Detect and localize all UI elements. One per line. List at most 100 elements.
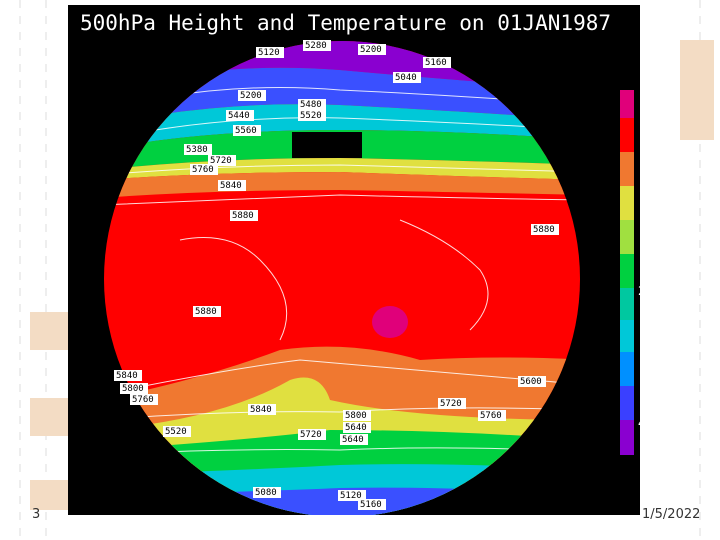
slide-decoration [30,40,714,510]
contour-label-text: 5880 [533,225,555,235]
contour-label: 5200 [358,44,386,55]
contour-label-box [303,40,331,51]
contour-label-text: 5160 [360,500,382,510]
colorbar-label: -4 [638,119,652,133]
contour-label: 5640 [340,434,368,445]
contour-label-box [478,410,506,421]
contour-label: 5520 [298,110,326,121]
colorbar-label: -8 [638,151,652,165]
contour-label-text: 5600 [520,377,542,387]
contour-label-box [256,47,284,58]
contour-label-text: 5120 [340,491,362,501]
contour-label-box [120,383,148,394]
contour-label-box [358,44,386,55]
contour-label-text: 5760 [192,165,214,175]
contour-label-text: 5560 [235,126,257,136]
contour-label: 5840 [248,404,276,415]
slide-date: 1/5/2022 [642,507,700,522]
contour-label-box [184,144,212,155]
contour-label-box [343,410,371,421]
temperature-field [104,41,580,515]
contour-label: 5120 [256,47,284,58]
contour-label-box [238,90,266,101]
contour-label-text: 5440 [228,111,250,121]
contour-label-text: 5640 [345,423,367,433]
contour-label-text: 5880 [195,307,217,317]
contour-label-box [114,370,142,381]
contour-label: 5800 [120,383,148,394]
contour-label-box [340,434,368,445]
contour-label-box [298,110,326,121]
contour-label: 5520 [163,426,191,437]
contour-label: 5760 [478,410,506,421]
contour-label-box [298,429,326,440]
contour-label-box [163,426,191,437]
contour-label-box [298,99,326,110]
contour-label-box [218,180,246,191]
contour-label-text: 5800 [122,384,144,394]
contour-label-box [226,110,254,121]
colorbar-label: -36 [638,382,660,396]
contour-label: 5840 [218,180,246,191]
contour-label-box [230,210,258,221]
contour-label-text: 5840 [250,405,272,415]
contour-label-box [338,490,366,501]
colorbar [620,90,634,455]
contour-label-text: 5120 [258,48,280,58]
contour-label: 5720 [298,429,326,440]
contour-label: 5080 [253,487,281,498]
contour-label: 5480 [298,99,326,110]
contour-label: 5600 [518,376,546,387]
colorbar-label: 24 [638,284,652,298]
contour-label-text: 5200 [240,91,262,101]
contour-label-box [358,499,386,510]
colorbar-label: -20 [638,251,660,265]
contour-label-box [253,487,281,498]
contour-label-text: 5880 [232,211,254,221]
contour-label-text: 5760 [480,411,502,421]
contour-label-box [423,57,451,68]
contour-label-box [248,404,276,415]
contour-label-text: 5080 [255,488,277,498]
contour-label: 5880 [230,210,258,221]
contour-label-text: 5720 [440,399,462,409]
contour-label-box [393,72,421,83]
slide-decoration [19,0,701,540]
colorbar-label: -12 [638,183,660,197]
map-title: 500hPa Height and Temperature on 01JAN19… [80,11,611,35]
contour-label: 5160 [423,57,451,68]
contour-label-box [343,422,371,433]
contour-label: 5380 [184,144,212,155]
contour-label: 5040 [393,72,421,83]
contour-label-text: 5800 [345,411,367,421]
contour-label: 5760 [130,394,158,405]
slide-number: 3 [32,507,40,522]
contour-label-text: 5720 [210,156,232,166]
colorbar-label: -32 [638,349,660,363]
contour-label-box [518,376,546,387]
contour-label: 5840 [114,370,142,381]
contour-label: 5800 [343,410,371,421]
contour-label: 5200 [238,90,266,101]
contour-label: 5720 [438,398,466,409]
contour-label-text: 5640 [342,435,364,445]
contour-label-text: 5040 [395,73,417,83]
contour-label-text: 5280 [305,41,327,51]
contour-label-box [190,164,218,175]
contour-label-text: 5520 [165,427,187,437]
contour-label-text: 5760 [132,395,154,405]
contour-label-box [233,125,261,136]
contour-label: 5440 [226,110,254,121]
contour-label-text: 5380 [186,145,208,155]
contour-label-text: 5840 [220,181,242,191]
contour-label-text: 5160 [425,58,447,68]
contour-label-box [130,394,158,405]
contour-label-text: 5520 [300,111,322,121]
contour-label: 5720 [208,155,236,166]
contour-label: 5560 [233,125,261,136]
contour-label: 5880 [531,224,559,235]
colorbar-label: -28 [638,317,660,331]
colorbar-label: 40 [638,416,652,430]
